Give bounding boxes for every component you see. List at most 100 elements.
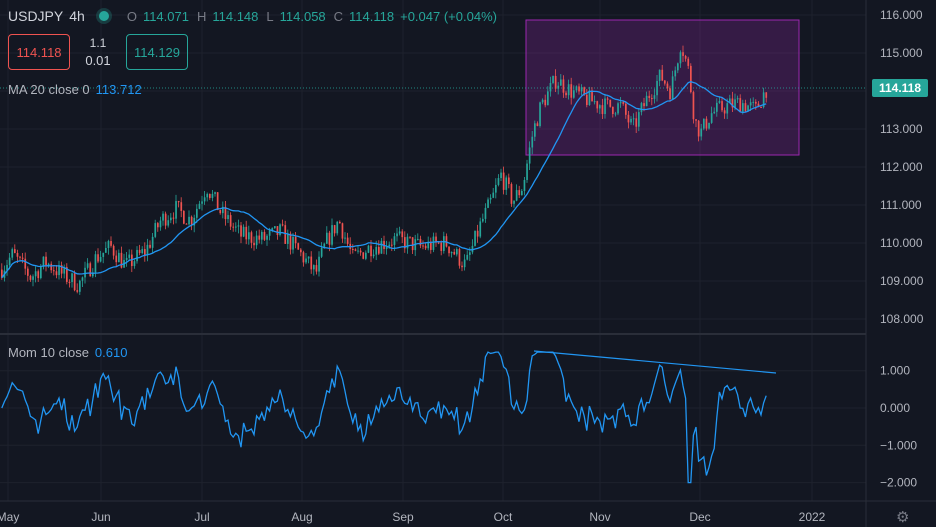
candle-body <box>99 256 102 262</box>
time-axis[interactable]: May Jun Jul Aug Sep Oct Nov Dec 2022 <box>0 510 826 524</box>
candle-body <box>635 118 638 127</box>
candle-body <box>336 221 339 234</box>
candle-body <box>552 75 554 83</box>
candle-body <box>614 113 617 115</box>
candle-body <box>674 70 677 77</box>
candle-body <box>318 256 320 272</box>
spread-quantity: 1.1 0.01 <box>78 36 118 68</box>
candle-body <box>115 255 118 263</box>
candle-body <box>567 84 570 96</box>
candle-body <box>580 87 583 92</box>
candle-body <box>79 280 81 292</box>
candle-body <box>16 252 19 257</box>
candle-body <box>300 249 302 253</box>
price-axis[interactable]: 116.000115.000114.000113.000112.000111.0… <box>880 8 924 326</box>
candle-body <box>305 258 307 263</box>
candle-body <box>81 277 84 281</box>
highlight-range-box[interactable] <box>525 19 800 156</box>
candle-body <box>510 184 513 204</box>
candle-body <box>622 102 625 104</box>
candle-body <box>206 193 209 198</box>
candle-body <box>289 233 292 250</box>
candle-body <box>684 55 687 59</box>
candle-body <box>263 231 266 240</box>
candle-body <box>328 232 331 245</box>
last-price-badge: 114.118 <box>872 79 928 97</box>
candle-body <box>21 257 24 259</box>
candle-body <box>107 241 110 248</box>
candle-body <box>94 254 97 273</box>
candle-body <box>271 228 274 231</box>
mom-legend[interactable]: Mom 10 close 0.610 <box>8 345 127 360</box>
candle-body <box>144 249 146 255</box>
candle-body <box>645 95 648 107</box>
candle-body <box>739 98 742 112</box>
candle-body <box>237 225 240 227</box>
candle-body <box>24 258 27 269</box>
candle-body <box>391 244 393 246</box>
candle-body <box>736 98 739 100</box>
candle-body <box>261 231 263 240</box>
candle-body <box>68 281 71 283</box>
candle-body <box>713 111 716 114</box>
candle-body <box>27 268 29 276</box>
momentum-axis[interactable]: 1.000 0.000 −1.000 −2.000 <box>880 364 917 490</box>
interval-label[interactable]: 4h <box>69 8 85 24</box>
candle-body <box>643 103 645 107</box>
candle-body <box>183 210 185 224</box>
candle-body <box>669 88 671 100</box>
ma-legend[interactable]: MA 20 close 0 113.712 <box>8 82 142 97</box>
candle-body <box>97 254 99 262</box>
candle-body <box>562 79 565 93</box>
candle-body <box>380 240 383 254</box>
candle-body <box>40 266 42 279</box>
candle-body <box>34 271 37 277</box>
candle-body <box>424 245 427 249</box>
candle-body <box>554 75 557 89</box>
price-axis-tick: 111.000 <box>880 198 922 212</box>
candle-body <box>229 215 232 227</box>
candle-body <box>723 110 726 114</box>
buy-button[interactable]: 114.129 <box>126 34 188 70</box>
candle-body <box>762 92 765 108</box>
symbol-name[interactable]: USDJPY <box>8 8 64 24</box>
candle-body <box>105 247 107 253</box>
candle-body <box>287 233 289 244</box>
candle-body <box>58 265 60 276</box>
candle-body <box>690 65 692 93</box>
candle-body <box>708 122 710 129</box>
candle-body <box>297 243 300 250</box>
sell-button[interactable]: 114.118 <box>8 34 70 70</box>
candle-body <box>755 101 757 104</box>
candle-body <box>656 80 658 96</box>
candle-body <box>201 201 203 204</box>
candle-body <box>198 203 201 209</box>
candle-body <box>185 223 188 225</box>
momentum-trendline[interactable] <box>533 350 777 374</box>
market-open-dot-icon <box>98 11 109 21</box>
candle-body <box>705 118 708 129</box>
candle-body <box>378 247 380 254</box>
candle-body <box>172 217 175 219</box>
candle-body <box>370 245 372 257</box>
candle-body <box>37 271 40 279</box>
candle-body <box>710 113 713 123</box>
candle-body <box>469 252 471 255</box>
candle-body <box>118 252 120 263</box>
quantity-input[interactable]: 0.01 <box>85 53 111 68</box>
candle-body <box>177 201 180 203</box>
candle-body <box>484 207 487 219</box>
time-axis-tick: Aug <box>291 510 312 524</box>
candle-body <box>450 251 453 254</box>
candle-body <box>422 245 424 247</box>
mom-axis-tick: 0.000 <box>880 401 910 415</box>
candle-body <box>575 86 578 91</box>
candle-body <box>461 265 463 268</box>
candle-body <box>625 103 627 115</box>
candle-body <box>406 236 409 249</box>
candle-body <box>19 256 21 258</box>
gear-icon[interactable]: ⚙ <box>896 509 910 526</box>
candle-body <box>162 213 164 221</box>
candle-body <box>695 119 697 121</box>
